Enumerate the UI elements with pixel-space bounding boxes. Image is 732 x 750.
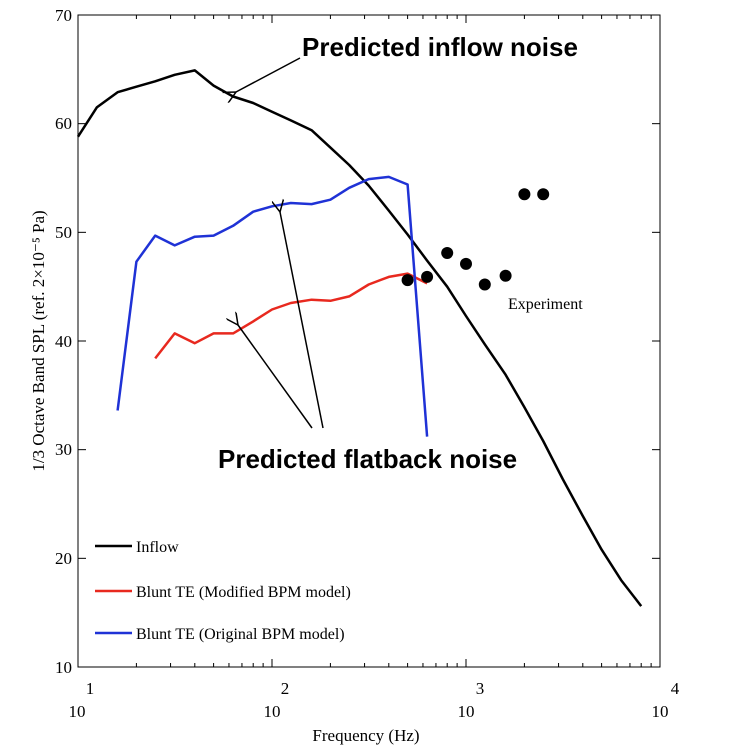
experiment-point [478,278,491,291]
arrow-flatback-modified [238,325,313,429]
y-tick-label: 70 [55,6,72,25]
x-tick-base: 10 [652,702,669,721]
y-tick-labels: 10 20 30 40 50 60 70 [55,6,72,677]
data-series [76,69,643,607]
experiment-points [401,188,550,291]
x-tick-exponent: 1 [86,679,95,698]
x-tick-base: 10 [69,702,86,721]
y-tick-label: 30 [55,440,72,459]
legend: Inflow Blunt TE (Modified BPM model) Blu… [95,539,351,643]
annotations: Predicted inflow noise Predicted flatbac… [218,32,583,474]
y-tick-label: 10 [55,658,72,677]
legend-label-original-bpm: Blunt TE (Original BPM model) [136,626,345,643]
y-tick-label: 50 [55,223,72,242]
x-tick-label: 10 3 [458,679,485,721]
legend-item-original-bpm: Blunt TE (Original BPM model) [95,626,345,643]
annotation-experiment: Experiment [508,296,583,313]
x-tick-exponent: 2 [281,679,290,698]
x-tick-labels: 10 1 10 2 10 3 10 4 [69,679,680,721]
x-tick-label: 10 2 [264,679,290,721]
annotation-flatback-noise: Predicted flatback noise [218,444,517,474]
annotation-inflow-noise: Predicted inflow noise [302,32,578,62]
y-tick-label: 20 [55,549,72,568]
x-tick-label: 10 4 [652,679,680,721]
x-tick-base: 10 [458,702,475,721]
experiment-point [499,269,512,282]
experiment-point [441,246,454,259]
x-tick-exponent: 4 [671,679,680,698]
experiment-point [518,188,531,201]
experiment-point [401,274,414,287]
legend-label-inflow: Inflow [136,539,179,556]
series-line-modified-bpm [154,272,428,360]
legend-item-inflow: Inflow [95,539,179,556]
axis-ticks [77,14,661,668]
legend-label-modified-bpm: Blunt TE (Modified BPM model) [136,584,351,601]
x-tick-exponent: 3 [476,679,485,698]
arrow-flatback-original [280,212,324,429]
x-tick-label: 10 1 [69,679,95,721]
y-tick-label: 60 [55,114,72,133]
series-line-original-bpm [116,175,429,437]
legend-item-modified-bpm: Blunt TE (Modified BPM model) [95,584,351,601]
experiment-point [460,257,472,270]
plot-frame [77,14,661,668]
x-axis-title: Frequency (Hz) [312,726,419,745]
y-axis-title: 1/3 Octave Band SPL (ref. 2×10⁻⁵ Pa) [29,210,48,471]
y-tick-label: 40 [55,332,72,351]
experiment-point [537,188,550,201]
series-line-inflow [76,69,643,607]
arrow-inflow-noise [236,57,301,92]
x-tick-base: 10 [264,702,281,721]
experiment-point [421,270,434,283]
